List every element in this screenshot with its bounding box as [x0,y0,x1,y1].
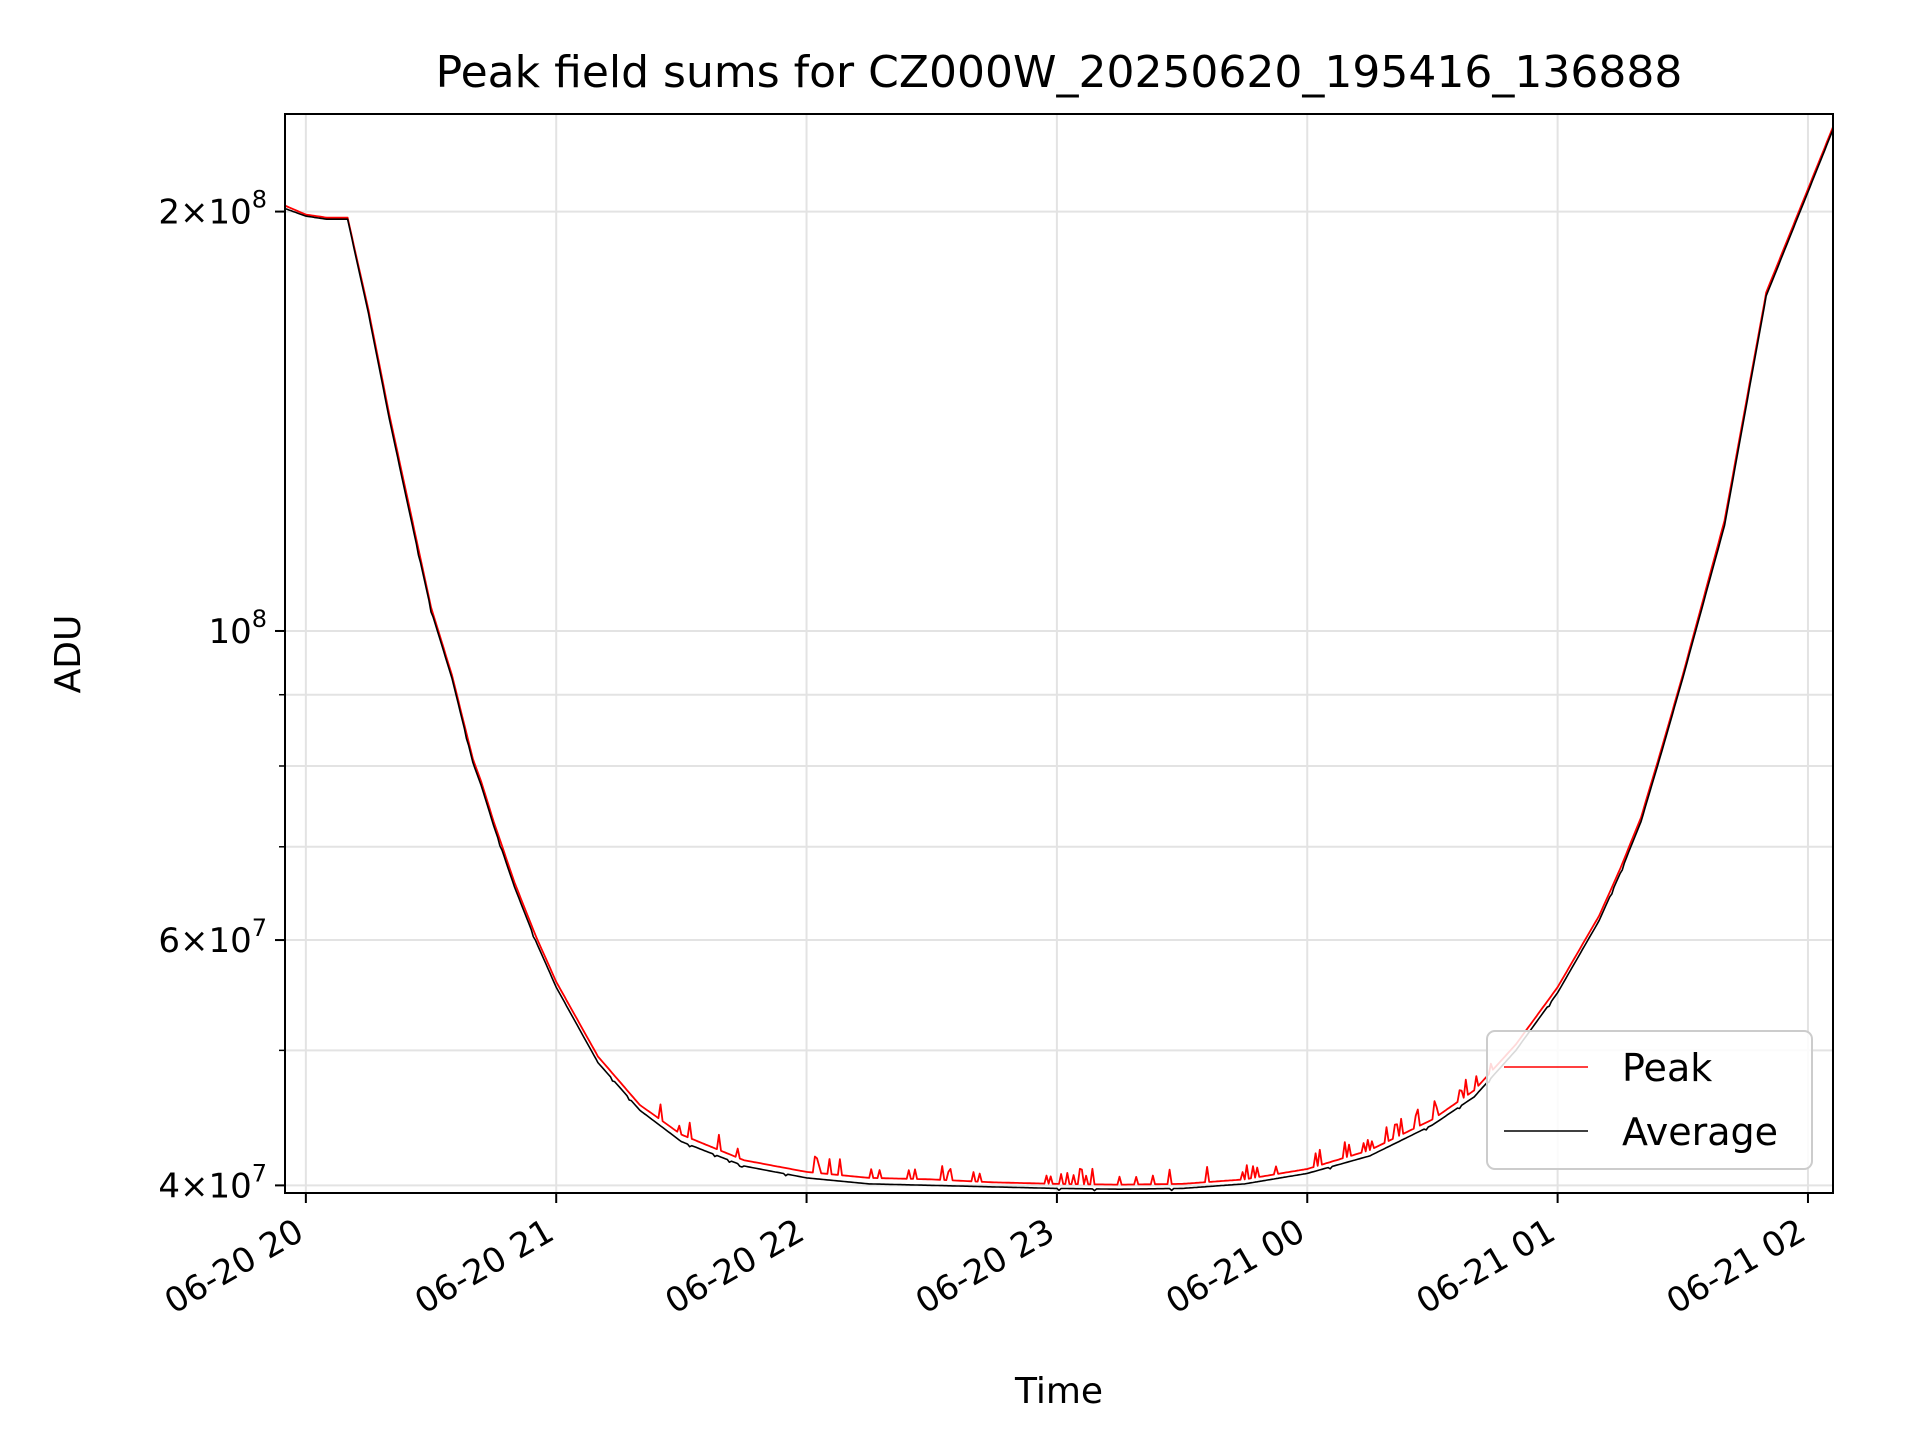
x-axis-label: Time [1014,1371,1103,1412]
series-line-peak [284,126,1834,1186]
y-axis-label: ADU [48,615,89,694]
y-tick-label: 2×108 [158,186,267,233]
chart-title: Peak field sums for CZ000W_20250620_1954… [436,47,1683,98]
legend-box [1486,1030,1813,1170]
legend-label-peak: Peak [1622,1046,1712,1090]
legend: Peak Average [1486,1030,1813,1170]
y-tick-label: 4×107 [158,1159,267,1206]
series-line-average [284,129,1834,1192]
y-tick-label: 6×107 [158,914,267,961]
grid [285,114,1833,1193]
y-tick-label: 108 [208,605,267,652]
series-layer [284,126,1834,1192]
plot-frame [284,113,1834,1194]
legend-label-average: Average [1622,1110,1778,1154]
